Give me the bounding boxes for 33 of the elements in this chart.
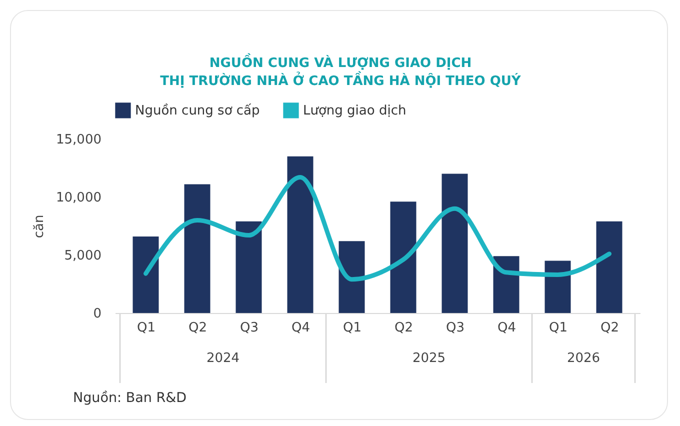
y-tick-label: 10,000 bbox=[56, 190, 102, 206]
y-tick-label: 5,000 bbox=[64, 248, 102, 264]
x-tick-label: Q2 bbox=[394, 320, 414, 336]
bar bbox=[184, 184, 210, 313]
bar bbox=[338, 241, 365, 313]
bar bbox=[493, 256, 520, 313]
text: 2024 bbox=[206, 351, 240, 366]
bar bbox=[287, 156, 314, 313]
bar bbox=[544, 260, 571, 313]
bar bbox=[132, 236, 159, 313]
text: Nguồn: Ban R&D bbox=[73, 390, 187, 406]
bar bbox=[236, 221, 262, 313]
text: 2026 bbox=[566, 351, 600, 366]
x-tick-label: Q4 bbox=[291, 320, 310, 336]
bar bbox=[442, 174, 468, 313]
x-tick-label: Q4 bbox=[497, 320, 516, 336]
line-series bbox=[144, 175, 612, 282]
chart-title: NGUỒN CUNG VÀ LƯỢNG GIAO DỊCH THỊ TRƯỜNG NHÀ Ở CAO TẦNG HÀ NỘI THEO QUÝ bbox=[160, 53, 522, 89]
x-tick-label: Q1 bbox=[342, 320, 362, 336]
y-axis-title: căn bbox=[32, 214, 48, 238]
legend-label: Nguồn cung sơ cấp bbox=[135, 102, 260, 118]
bar bbox=[390, 202, 416, 313]
text: 2025 bbox=[412, 351, 446, 366]
y-tick-label: 15,000 bbox=[56, 132, 102, 148]
x-tick-label: Q1 bbox=[548, 320, 568, 336]
y-tick-label: 0 bbox=[93, 306, 102, 322]
x-tick-label: Q2 bbox=[600, 320, 620, 336]
x-tick-label: Q3 bbox=[446, 320, 465, 336]
x-tick-label: Q2 bbox=[188, 320, 208, 336]
bar bbox=[596, 221, 622, 313]
legend-label: Lượng giao dịch bbox=[303, 103, 406, 118]
x-tick-label: Q3 bbox=[240, 320, 259, 336]
x-tick-label: Q1 bbox=[136, 320, 156, 336]
